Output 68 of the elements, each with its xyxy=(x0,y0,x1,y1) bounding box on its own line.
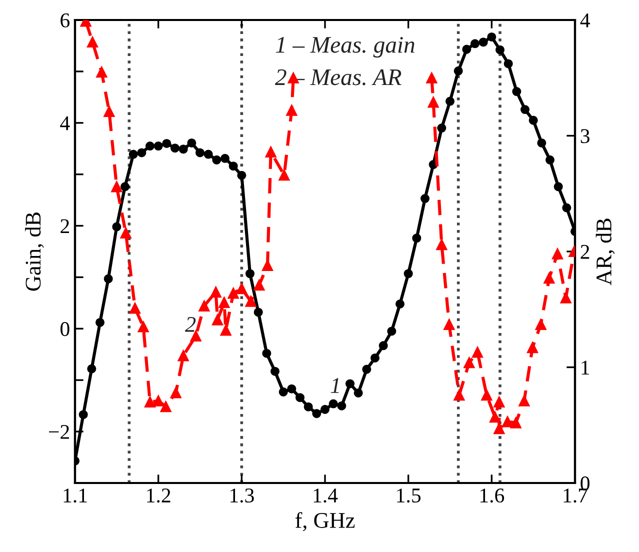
point xyxy=(464,357,475,368)
point xyxy=(288,72,299,84)
point xyxy=(198,300,210,312)
x-tick-label: 1.6 xyxy=(480,488,504,503)
x-axis-title: f, GHz xyxy=(295,512,355,532)
point xyxy=(262,260,274,271)
point xyxy=(111,181,122,192)
point xyxy=(129,302,141,314)
x-tick-label: 1.3 xyxy=(230,488,254,503)
point xyxy=(104,106,115,117)
y-tick-label: 2 xyxy=(60,219,69,234)
point xyxy=(210,286,222,298)
point xyxy=(481,389,492,401)
point xyxy=(144,396,156,408)
point xyxy=(178,350,189,362)
y-tick-label: 6 xyxy=(60,13,70,28)
y2-tick-label: 4 xyxy=(580,14,590,28)
point xyxy=(120,227,132,239)
point xyxy=(96,66,108,78)
x-tick-label: 1.5 xyxy=(397,488,421,503)
y2-tick-label: 1 xyxy=(582,360,590,374)
point xyxy=(426,72,438,84)
point xyxy=(454,389,465,401)
point xyxy=(228,288,239,299)
point xyxy=(544,272,555,284)
point xyxy=(526,342,538,354)
point xyxy=(444,318,455,330)
x-tick-label: 1.1 xyxy=(64,488,87,503)
point xyxy=(518,395,530,406)
point xyxy=(254,280,265,291)
x-tick-label: 1.7 xyxy=(564,488,588,503)
point xyxy=(160,401,172,412)
annotation: 1 – Meas. gain xyxy=(276,36,414,58)
annotation: 1 xyxy=(330,378,339,393)
y-axis-title: Gain, dB xyxy=(25,212,44,291)
x-tick-label: 1.4 xyxy=(314,488,338,503)
y-tick-label: 4 xyxy=(60,116,70,130)
y2-axis-title: AR, dB xyxy=(596,218,615,286)
point xyxy=(489,411,501,423)
point xyxy=(494,423,505,434)
y-tick-label: −2 xyxy=(49,424,69,439)
point xyxy=(245,296,256,307)
point xyxy=(265,146,276,158)
point xyxy=(286,104,298,116)
point xyxy=(552,248,564,260)
y2-tick-label: 2 xyxy=(580,244,590,259)
point xyxy=(152,395,164,406)
point xyxy=(218,296,230,308)
point xyxy=(138,321,149,332)
point xyxy=(428,96,439,108)
point xyxy=(560,292,572,304)
point xyxy=(212,314,224,326)
y2-tick-label: 3 xyxy=(580,129,590,144)
point xyxy=(494,396,505,408)
point xyxy=(220,324,232,336)
point xyxy=(170,387,182,398)
point xyxy=(436,239,448,250)
annotation: 2 xyxy=(185,317,196,332)
point xyxy=(190,330,202,342)
y-tick-label: 0 xyxy=(60,322,70,336)
x-tick-label: 1.2 xyxy=(147,488,170,503)
point xyxy=(236,282,248,294)
point xyxy=(472,346,484,358)
point xyxy=(86,36,98,48)
point xyxy=(535,318,546,330)
point xyxy=(510,417,522,428)
point xyxy=(502,416,514,428)
point xyxy=(278,170,290,181)
